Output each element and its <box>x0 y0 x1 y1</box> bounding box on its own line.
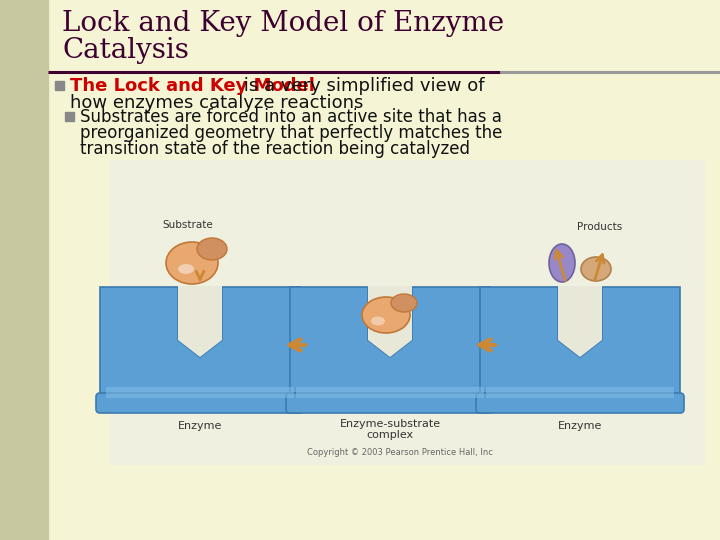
Ellipse shape <box>178 264 194 274</box>
Text: The Lock and Key Model: The Lock and Key Model <box>70 77 315 95</box>
FancyBboxPatch shape <box>286 393 494 413</box>
Text: Catalysis: Catalysis <box>62 37 189 64</box>
Polygon shape <box>480 287 680 403</box>
Ellipse shape <box>197 238 227 260</box>
Ellipse shape <box>371 316 385 326</box>
Bar <box>0 0 48 540</box>
Ellipse shape <box>362 297 410 333</box>
Polygon shape <box>368 286 412 357</box>
Text: Enzyme: Enzyme <box>558 421 602 431</box>
Polygon shape <box>558 286 602 357</box>
Ellipse shape <box>581 257 611 281</box>
Polygon shape <box>178 286 222 357</box>
Text: Products: Products <box>577 222 623 232</box>
Polygon shape <box>106 387 294 398</box>
Text: is a very simplified view of: is a very simplified view of <box>238 77 485 95</box>
Ellipse shape <box>166 242 218 284</box>
Polygon shape <box>486 387 674 398</box>
Text: transition state of the reaction being catalyzed: transition state of the reaction being c… <box>80 140 470 158</box>
Text: Substrates are forced into an active site that has a: Substrates are forced into an active sit… <box>80 108 502 126</box>
Bar <box>65 112 74 121</box>
Polygon shape <box>290 287 490 403</box>
Text: Substrate: Substrate <box>163 220 213 230</box>
Ellipse shape <box>549 244 575 282</box>
Text: Copyright © 2003 Pearson Prentice Hall, Inc: Copyright © 2003 Pearson Prentice Hall, … <box>307 448 493 457</box>
Bar <box>55 81 64 90</box>
Text: how enzymes catalyze reactions: how enzymes catalyze reactions <box>70 94 364 112</box>
Text: Lock and Key Model of Enzyme: Lock and Key Model of Enzyme <box>62 10 504 37</box>
Text: preorganized geometry that perfectly matches the: preorganized geometry that perfectly mat… <box>80 124 503 142</box>
Polygon shape <box>100 287 300 403</box>
FancyBboxPatch shape <box>476 393 684 413</box>
FancyBboxPatch shape <box>96 393 304 413</box>
Ellipse shape <box>391 294 417 312</box>
Bar <box>110 160 705 465</box>
Text: Enzyme: Enzyme <box>178 421 222 431</box>
Polygon shape <box>296 387 484 398</box>
Text: complex: complex <box>366 430 413 440</box>
Text: Enzyme-substrate: Enzyme-substrate <box>339 419 441 429</box>
